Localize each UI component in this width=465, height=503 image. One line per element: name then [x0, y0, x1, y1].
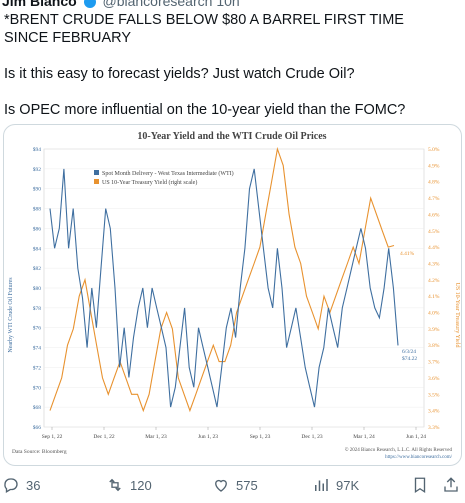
y-tick-right: 4.8% [428, 180, 440, 186]
chart-image-card[interactable]: 10-Year Yield and the WTI Crude Oil Pric… [3, 124, 462, 466]
x-tick-label: Jun 1, 24 [406, 434, 426, 440]
y-tick-right: 5.0% [428, 147, 440, 153]
retweet-button[interactable]: 120 [106, 474, 152, 496]
y-axis-label-left: Nearby WTI Crude Oil Futures [8, 277, 14, 353]
views-chart-icon [315, 479, 328, 491]
chart-copyright: © 2024 Bianco Research, L.L.C. All Right… [345, 447, 453, 453]
y-axis-label-right: US 10-Year Treasury Yield [454, 282, 460, 347]
y-tick-left: $66 [33, 424, 42, 431]
annotation-wti-last: $74.22 [402, 355, 417, 362]
tweet-header: Jim Bianco @biancoresearch 10h [0, 0, 465, 9]
y-tick-left: $80 [33, 285, 42, 292]
y-tick-right: 4.9% [428, 163, 440, 169]
author-handle[interactable]: @biancoresearch [102, 0, 213, 9]
x-tick-label: Jun 1, 23 [198, 434, 218, 440]
y-tick-right: 4.4% [428, 245, 440, 251]
views-button[interactable]: 97K [312, 474, 359, 496]
x-tick-label: Mar 1, 23 [145, 434, 167, 440]
y-tick-left: $92 [33, 166, 42, 173]
reply-button[interactable]: 36 [2, 474, 40, 496]
y-tick-right: 3.7% [428, 360, 440, 366]
y-tick-right: 4.2% [428, 278, 440, 284]
share-icon [444, 477, 458, 492]
y-tick-right: 3.4% [428, 409, 440, 415]
heart-icon [215, 479, 227, 492]
y-tick-left: $86 [33, 225, 42, 232]
tweet-actions: 36 120 575 97K [0, 474, 465, 496]
tweet-line: Is it this easy to forecast yields? Just… [4, 66, 355, 82]
like-count: 575 [236, 477, 258, 493]
y-tick-right: 4.0% [428, 311, 440, 317]
retweet-count: 120 [130, 477, 152, 493]
legend-swatch-yield [94, 179, 99, 184]
y-tick-right: 4.6% [428, 212, 440, 218]
author-name[interactable]: Jim Bianco [2, 0, 77, 9]
y-tick-right: 4.7% [428, 196, 440, 202]
tweet-time[interactable]: 10h [216, 0, 240, 9]
y-tick-left: $70 [33, 384, 42, 391]
y-tick-right: 4.1% [428, 294, 440, 300]
reply-icon [4, 478, 18, 493]
tweet-line: *BRENT CRUDE FALLS BELOW $80 A BARREL FI… [4, 12, 404, 46]
y-tick-left: $94 [33, 146, 42, 153]
y-tick-left: $84 [33, 245, 42, 252]
annotation-yield-last: 4.41% [400, 251, 415, 257]
verified-badge-icon [83, 0, 96, 9]
series-line-wti [49, 168, 399, 408]
annotation-wti-date: 6/3/24 [402, 349, 416, 355]
y-tick-left: $68 [33, 404, 42, 411]
x-tick-label: Mar 1, 24 [353, 434, 375, 440]
y-tick-right: 4.3% [428, 261, 440, 267]
y-tick-left: $72 [33, 364, 42, 371]
tweet-text: *BRENT CRUDE FALLS BELOW $80 A BARREL FI… [4, 11, 444, 119]
y-tick-left: $88 [33, 206, 42, 213]
tweet-line: Is OPEC more influential on the 10-year … [4, 102, 406, 118]
x-tick-label: Dec 1, 23 [301, 434, 322, 440]
y-tick-left: $76 [33, 325, 42, 332]
y-tick-left: $90 [33, 186, 42, 193]
bookmark-icon [414, 477, 426, 494]
legend: Spot Month Delivery - West Texas Interme… [94, 170, 234, 186]
x-tick-label: Sep 1, 23 [250, 434, 271, 440]
chart-source: Data Source: Bloomberg [12, 449, 67, 455]
x-tick-label: Sep 1, 22 [42, 434, 63, 440]
retweet-icon [109, 478, 121, 492]
y-tick-left: $78 [33, 305, 42, 312]
y-tick-right: 3.5% [428, 392, 440, 398]
reply-count: 36 [26, 477, 41, 493]
chart: 10-Year Yield and the WTI Crude Oil Pric… [8, 131, 460, 460]
y-tick-left: $82 [33, 265, 42, 272]
share-button[interactable] [442, 474, 460, 496]
chart-title: 10-Year Yield and the WTI Crude Oil Pric… [137, 131, 326, 142]
chart-url: https://www.biancoresearch.com/ [385, 455, 452, 460]
y-tick-right: 3.3% [428, 425, 440, 431]
legend-swatch-wti [94, 170, 99, 175]
x-tick-label: Dec 1, 22 [93, 434, 114, 440]
like-button[interactable]: 575 [212, 474, 258, 496]
legend-entry-wti: Spot Month Delivery - West Texas Interme… [102, 170, 234, 177]
y-tick-left: $74 [33, 345, 42, 352]
y-tick-right: 3.9% [428, 327, 440, 333]
view-count: 97K [336, 477, 360, 493]
legend-entry-yield: US 10-Year Treasury Yield (right scale) [102, 179, 197, 186]
y-tick-right: 3.6% [428, 376, 440, 382]
bookmark-button[interactable] [412, 474, 428, 496]
y-tick-right: 3.8% [428, 343, 440, 349]
y-tick-right: 4.5% [428, 229, 440, 235]
